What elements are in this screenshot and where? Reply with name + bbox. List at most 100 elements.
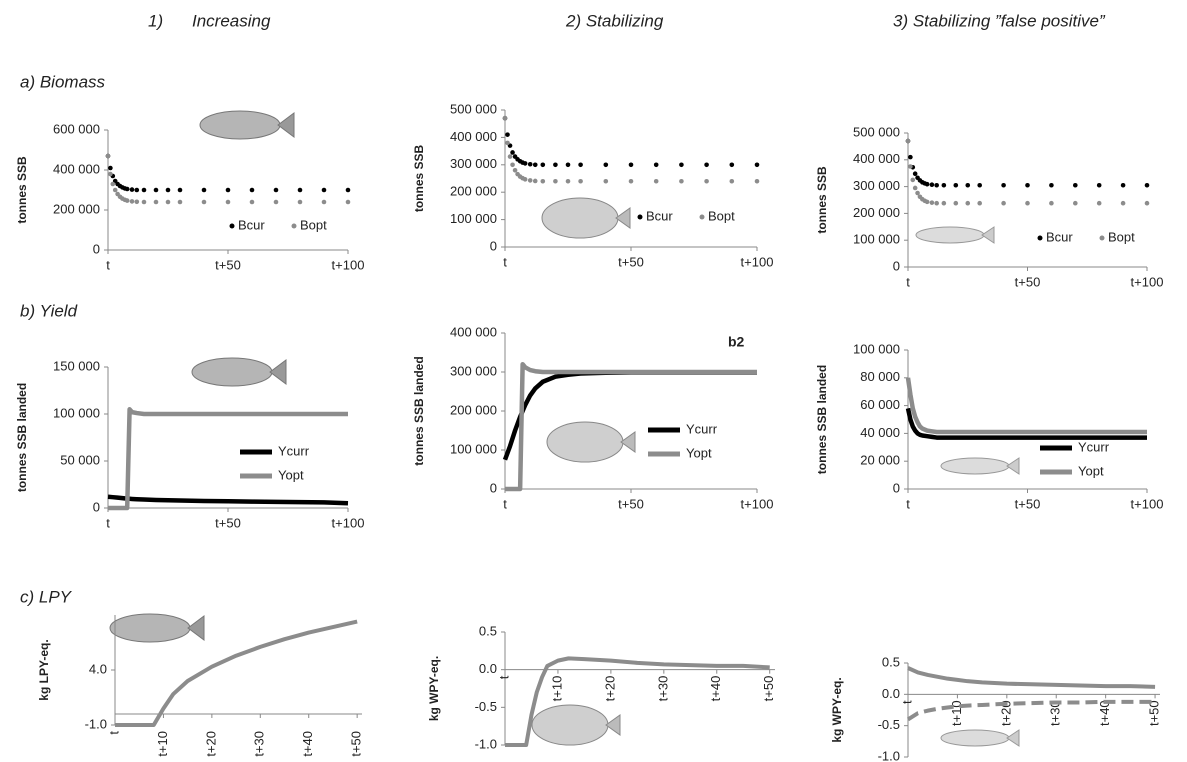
data-point <box>578 162 583 168</box>
data-point <box>941 182 947 188</box>
data-point <box>112 187 118 193</box>
data-line <box>107 494 349 506</box>
data-point <box>129 187 135 192</box>
y-tick-label: 400 000 <box>853 151 900 166</box>
y-axis-label: tonnes SSB <box>815 166 829 234</box>
fish-icon <box>541 197 619 239</box>
y-tick-label: 0 <box>893 480 900 495</box>
x-tick-label: t+40 <box>300 731 315 757</box>
y-tick-label: -1.0 <box>85 716 107 731</box>
y-axis-label: tonnes SSB landed <box>15 383 29 492</box>
fish-icon <box>1006 457 1020 475</box>
y-axis-label: kg LPY-eq. <box>37 639 51 700</box>
fish-icon <box>620 431 636 453</box>
x-tick-label: t+30 <box>655 676 670 702</box>
data-point <box>1120 200 1126 206</box>
data-point <box>321 187 327 193</box>
data-point <box>532 162 538 168</box>
data-line <box>905 377 1147 435</box>
legend-label: Ycurr <box>686 421 718 436</box>
x-tick-label: t+10 <box>549 676 564 702</box>
data-point <box>653 162 659 168</box>
legend-label: Ycurr <box>1078 439 1110 454</box>
fish-icon <box>981 226 995 244</box>
y-tick-label: 500 000 <box>450 101 497 116</box>
data-point <box>165 199 171 205</box>
x-tick-label: t+50 <box>1146 700 1161 726</box>
data-point <box>502 115 508 121</box>
x-tick-label: t <box>106 731 121 735</box>
x-tick-label: t+20 <box>602 676 617 702</box>
data-point <box>141 199 147 205</box>
x-tick-label: t <box>496 675 511 679</box>
x-tick-label: t+50 <box>618 496 644 511</box>
data-point <box>540 178 546 184</box>
data-point <box>522 177 528 182</box>
data-point <box>965 200 971 206</box>
y-tick-label: 400 000 <box>450 324 497 339</box>
data-point <box>108 171 113 177</box>
data-point <box>505 140 510 146</box>
data-point <box>1049 182 1054 188</box>
data-point <box>124 186 130 192</box>
y-tick-label: 400 000 <box>53 161 100 176</box>
x-tick-label: t+40 <box>1097 700 1112 726</box>
legend-label: Bcur <box>238 217 265 232</box>
data-point <box>297 199 303 205</box>
data-point <box>578 178 583 184</box>
column-header: 3) Stabilizing ”false positive” <box>893 11 1106 30</box>
data-point <box>297 187 303 193</box>
x-tick-label: t <box>906 274 910 289</box>
y-tick-label: 0.0 <box>479 661 497 676</box>
legend-marker <box>1037 235 1043 241</box>
data-point <box>941 200 947 206</box>
fish-icon <box>915 226 985 244</box>
data-point <box>653 178 659 184</box>
data-point <box>105 153 111 159</box>
data-point <box>910 177 916 183</box>
x-tick-label: t+100 <box>332 257 365 272</box>
legend-marker <box>699 214 705 220</box>
fish-icon <box>1006 729 1020 747</box>
data-point <box>510 162 515 168</box>
x-tick-label: t <box>106 515 110 530</box>
data-point <box>165 187 171 193</box>
row-label: b) Yield <box>20 301 78 320</box>
data-point <box>110 181 116 187</box>
fish-icon <box>940 729 1010 747</box>
data-point <box>1073 200 1078 206</box>
y-tick-label: 100 000 <box>450 441 497 456</box>
y-tick-label: 40 000 <box>860 425 900 440</box>
x-tick-label: t+10 <box>155 731 170 757</box>
y-tick-label: 50 000 <box>60 452 100 467</box>
x-tick-label: t+100 <box>1131 496 1164 511</box>
data-point <box>908 164 913 169</box>
data-point <box>273 187 279 193</box>
data-point <box>1073 182 1078 188</box>
y-axis-label: kg WPY-eq. <box>427 656 441 721</box>
legend-marker <box>1099 235 1105 241</box>
y-axis-label: tonnes SSB <box>15 156 29 224</box>
data-point <box>912 185 918 191</box>
legend-label: Bopt <box>708 208 735 223</box>
data-point <box>507 154 513 159</box>
data-point <box>754 178 760 184</box>
data-point <box>1001 200 1006 206</box>
data-point <box>108 165 113 171</box>
data-point <box>177 187 183 193</box>
row-label: c) LPY <box>20 587 73 606</box>
data-point <box>1120 182 1126 188</box>
x-tick-label: t+20 <box>998 700 1013 726</box>
y-tick-label: -0.5 <box>878 717 900 732</box>
data-point <box>679 178 684 184</box>
y-tick-label: 60 000 <box>860 397 900 412</box>
x-tick-label: t+50 <box>618 254 644 269</box>
x-tick-label: t+100 <box>741 496 774 511</box>
y-tick-label: 0 <box>893 258 900 273</box>
column-header: Increasing <box>192 11 271 30</box>
data-point <box>908 154 913 160</box>
data-point <box>510 150 515 155</box>
data-point <box>134 199 140 205</box>
data-point <box>953 182 959 188</box>
data-point <box>153 187 159 193</box>
